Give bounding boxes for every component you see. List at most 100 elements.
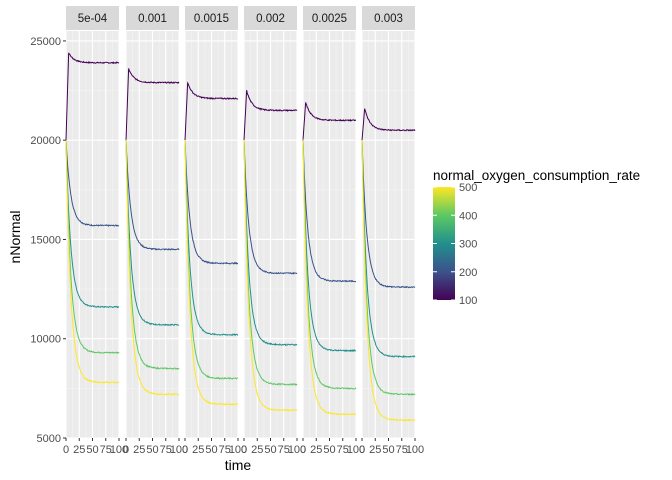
series-line	[302, 140, 357, 416]
facet-strip	[185, 6, 238, 30]
series-line	[243, 140, 298, 412]
x-tick-label: 75	[219, 444, 231, 456]
y-tick-label: 25000	[30, 36, 61, 48]
x-tick-label: 50	[205, 444, 217, 456]
x-tick-label: 50	[382, 444, 394, 456]
series-line	[243, 139, 298, 275]
series-line	[65, 139, 120, 227]
x-tick-label: 0	[300, 444, 306, 456]
x-tick-label: 50	[86, 444, 98, 456]
x-tick-label: 25	[133, 444, 145, 456]
series-line	[361, 140, 416, 422]
series-line	[302, 140, 357, 390]
x-tick-label: 50	[146, 444, 158, 456]
legend-break-label: 300	[459, 239, 477, 251]
series-line	[65, 140, 120, 309]
x-axis-title: time	[225, 457, 252, 473]
series-line	[65, 52, 120, 141]
x-tick-label: 100	[110, 444, 128, 456]
series-line	[361, 140, 416, 396]
series-line	[65, 140, 120, 354]
legend-break-label: 100	[459, 295, 477, 307]
y-tick-label: 5000	[37, 433, 61, 445]
x-tick-label: 50	[264, 444, 276, 456]
series-line	[302, 140, 357, 353]
x-tick-label: 25	[251, 444, 263, 456]
facet-strip	[244, 6, 297, 30]
legend-break-label: 200	[459, 267, 477, 279]
series-line	[125, 140, 180, 251]
x-tick-label: 100	[229, 444, 247, 456]
x-tick-label: 100	[406, 444, 424, 456]
y-tick-label: 20000	[30, 135, 61, 147]
facet-strip	[66, 6, 119, 30]
legend-break-label: 400	[459, 210, 477, 222]
y-tick-label: 15000	[30, 234, 61, 246]
gridlines	[361, 31, 416, 439]
facet-strip	[303, 6, 356, 30]
gridlines	[65, 31, 120, 439]
x-tick-label: 75	[396, 444, 408, 456]
x-tick-label: 75	[100, 444, 112, 456]
series-line	[184, 139, 239, 337]
legend-ticks: 100 200 300 400 500	[433, 182, 477, 307]
x-tick-label: 50	[323, 444, 335, 456]
x-tick-label: 25	[73, 444, 85, 456]
series-line	[184, 140, 239, 265]
series-line	[361, 140, 416, 359]
series-line	[125, 139, 180, 370]
gridlines	[125, 31, 180, 439]
facet-strip-label: 5e-04	[78, 13, 108, 25]
series-line	[184, 140, 239, 380]
x-tick-label: 25	[310, 444, 322, 456]
x-tick-label: 75	[337, 444, 349, 456]
x-tick-label: 100	[170, 444, 188, 456]
series-line	[184, 140, 239, 406]
x-tick-label: 100	[347, 444, 365, 456]
series-line	[243, 140, 298, 347]
x-tick-label: 75	[160, 444, 172, 456]
gridlines	[302, 31, 357, 439]
x-tick-label: 0	[182, 444, 188, 456]
facet-strip-label: 0.002	[256, 13, 285, 25]
series-line	[125, 139, 180, 327]
facet-strip-label: 0.003	[374, 13, 403, 25]
series-line	[125, 140, 180, 396]
series-line	[65, 140, 120, 384]
x-tick-label: 0	[241, 444, 247, 456]
x-tick-label: 0	[359, 444, 365, 456]
series-line	[243, 139, 298, 386]
series-line	[361, 139, 416, 289]
facet-strip	[126, 6, 179, 30]
x-tick-label: 25	[369, 444, 381, 456]
series-line	[243, 90, 298, 141]
series-line	[125, 68, 180, 141]
facet-strip	[362, 6, 415, 30]
legend: normal_oxygen_consumption_rate 100 200 300…	[433, 168, 640, 307]
series-line	[302, 102, 357, 140]
legend-colorbar	[433, 187, 455, 300]
legend-title: normal_oxygen_consumption_rate	[433, 168, 640, 183]
legend-break-label: 500	[459, 182, 477, 194]
x-tick-label: 75	[278, 444, 290, 456]
facet-strip-label: 0.0025	[312, 13, 347, 25]
x-tick-label: 0	[123, 444, 129, 456]
facet-strip-label: 0.0015	[194, 13, 229, 25]
y-axis: 5000 10000 15000 20000 25000	[30, 36, 66, 445]
x-tick-label: 25	[192, 444, 204, 456]
series-line	[361, 108, 416, 141]
y-axis-title: nNormal	[7, 211, 23, 264]
